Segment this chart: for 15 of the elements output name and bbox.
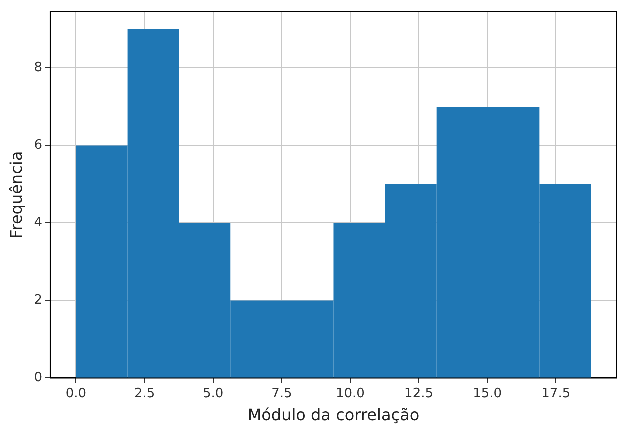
y-tick-label: 0 — [34, 370, 42, 386]
x-tick-label: 10.0 — [336, 386, 365, 402]
x-tick-label: 17.5 — [542, 386, 571, 402]
y-tick-label: 4 — [34, 216, 42, 231]
x-tick-label: 0.0 — [66, 386, 87, 402]
x-axis-title: Módulo da correlação — [248, 406, 420, 425]
y-axis-title: Frequência — [6, 151, 26, 239]
x-tick-label: 5.0 — [203, 386, 224, 402]
x-tick-label: 2.5 — [134, 386, 156, 402]
x-tick-label: 7.5 — [272, 386, 292, 402]
x-tick-label: 15.0 — [473, 386, 502, 402]
y-tick-label: 2 — [34, 293, 42, 308]
x-tick-label: 12.5 — [404, 386, 434, 402]
y-tick-label: 6 — [34, 138, 42, 154]
y-tick-label: 8 — [34, 60, 42, 76]
